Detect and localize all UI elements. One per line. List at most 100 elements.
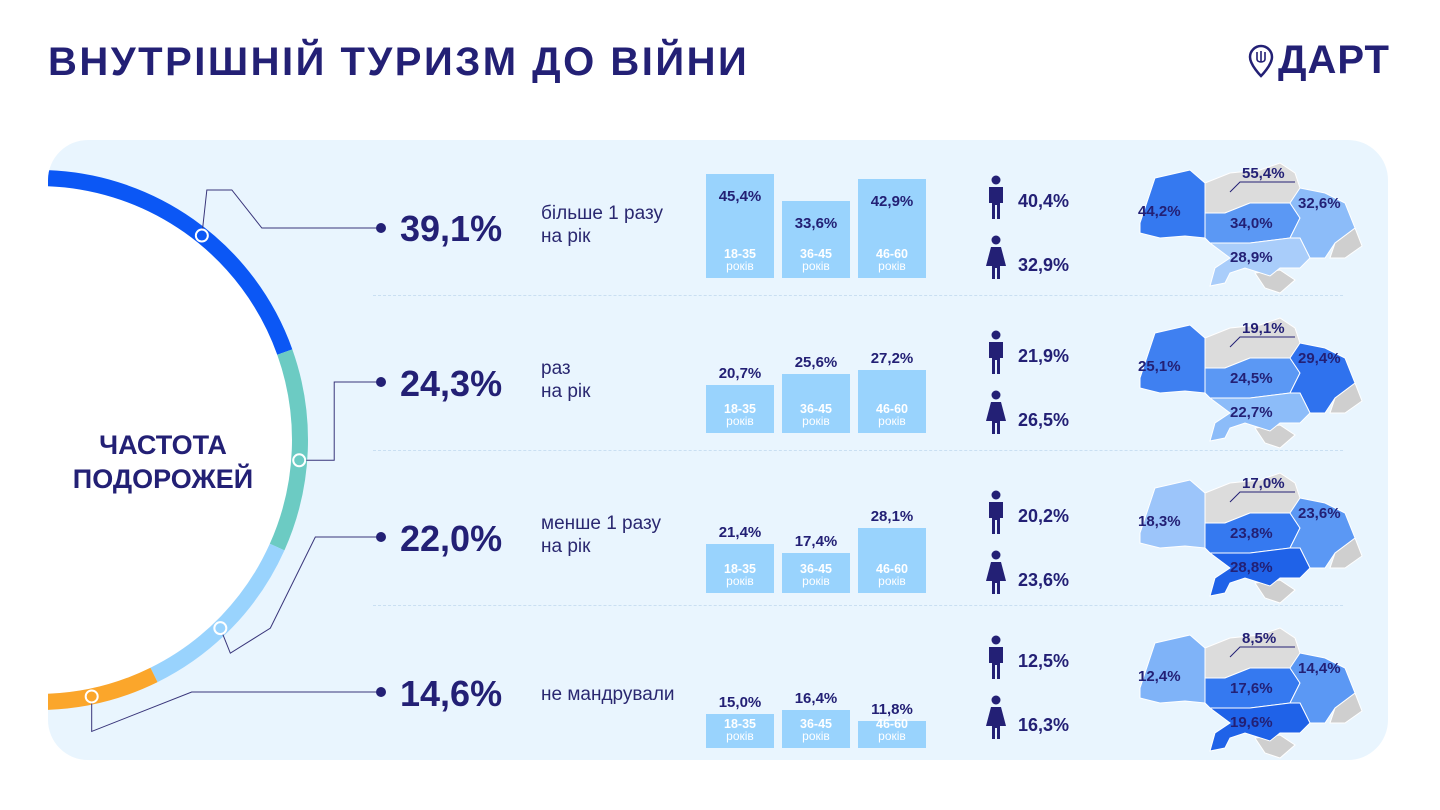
region-south — [1208, 392, 1311, 442]
age-bar — [782, 200, 850, 278]
age-range: 46-60 — [876, 402, 908, 416]
frequency-row: 24,3% раз на рік 20,7% 18-35 років 25,6% 36-45… — [48, 295, 1388, 450]
logo: ДАРТ — [1248, 38, 1390, 83]
region-east — [1289, 497, 1356, 569]
frequency-row: 22,0% менше 1 разу на рік 21,4% 18-35 років 1… — [48, 450, 1388, 605]
female-value: 23,6% — [1018, 570, 1070, 590]
age-bar-value: 27,2% — [870, 350, 914, 368]
female-icon — [984, 695, 1008, 744]
region-value-north: 17,0% — [1242, 475, 1285, 492]
female-icon — [984, 550, 1008, 599]
age-range: 18-35 — [724, 562, 756, 576]
age-unit: років — [726, 729, 754, 743]
age-bar — [782, 552, 850, 593]
frequency-label: не мандрували — [541, 683, 675, 706]
frequency-label: менше 1 разу на рік — [541, 512, 661, 558]
age-bar-value: 45,4% — [718, 187, 762, 205]
frequency-label-line: раз — [541, 358, 571, 379]
frequency-row: 14,6% не мандрували 15,0% 18-35 років 16,4% 3… — [48, 605, 1388, 760]
age-bar-value: 11,8% — [871, 700, 913, 718]
age-group-label: 46-60 років — [858, 248, 926, 272]
region-value-east: 32,6% — [1298, 195, 1341, 212]
donut-label: ЧАСТОТА ПОДОРОЖЕЙ — [58, 428, 268, 496]
donut-marker — [194, 228, 209, 243]
age-bar-value: 42,9% — [870, 193, 914, 211]
region-value-center: 34,0% — [1230, 215, 1273, 232]
age-unit: років — [802, 414, 830, 428]
region-value-east: 14,4% — [1298, 660, 1341, 677]
age-bar-value: 17,4% — [794, 532, 838, 550]
region-value-west: 12,4% — [1138, 668, 1181, 685]
frequency-label: раз на рік — [541, 357, 590, 403]
age-bar — [706, 543, 774, 593]
row-divider — [373, 605, 1343, 606]
region-value-south: 22,7% — [1230, 404, 1273, 421]
row-bullet — [376, 687, 386, 697]
age-unit: років — [878, 414, 906, 428]
age-group-label: 18-35 років — [706, 248, 774, 272]
ukraine-region-map: 18,3% 17,0% 23,8% 23,6% 28,8% — [1138, 472, 1363, 604]
age-group-label: 46-60 років — [858, 563, 926, 587]
connector-line — [201, 189, 378, 236]
donut-marker — [213, 621, 228, 636]
age-bar — [782, 710, 850, 748]
age-bar — [706, 173, 774, 278]
frequency-total: 22,0% — [400, 518, 503, 559]
age-unit: років — [802, 729, 830, 743]
region-value-south: 28,8% — [1230, 559, 1273, 576]
frequency-donut — [48, 170, 386, 733]
region-value-north: 8,5% — [1242, 630, 1276, 647]
connector-line — [91, 691, 378, 733]
region-value-south: 28,9% — [1230, 249, 1273, 266]
region-value-north: 19,1% — [1242, 320, 1285, 337]
age-unit: років — [726, 414, 754, 428]
donut-center — [48, 186, 292, 694]
male-icon — [986, 330, 1006, 379]
region-value-west: 18,3% — [1138, 513, 1181, 530]
donut-slice — [150, 543, 285, 683]
age-bar — [858, 179, 926, 278]
infographic-panel: ЧАСТОТА ПОДОРОЖЕЙ 39,1% більше 1 разу на … — [48, 140, 1388, 760]
ukraine-region-map: 12,4% 8,5% 17,6% 14,4% 19,6% — [1138, 627, 1363, 759]
connector-line — [299, 381, 378, 461]
age-group-label: 36-45 років — [782, 563, 850, 587]
age-bar-value: 28,1% — [870, 508, 914, 526]
frequency-label-line: на рік — [541, 226, 591, 247]
region-value-center: 17,6% — [1230, 680, 1273, 697]
age-unit: років — [878, 574, 906, 588]
age-group-label: 36-45 років — [782, 403, 850, 427]
region-leader-line — [1229, 646, 1295, 658]
frequency-total: 14,6% — [400, 673, 503, 714]
age-bar-value: 25,6% — [794, 354, 838, 372]
age-range: 18-35 — [724, 247, 756, 261]
male-icon — [986, 635, 1006, 684]
age-group-label: 46-60 років — [858, 403, 926, 427]
age-bar-value: 33,6% — [794, 214, 838, 232]
age-group-label: 36-45 років — [782, 718, 850, 742]
age-bar — [858, 528, 926, 593]
row-bullet — [376, 532, 386, 542]
male-value: 20,2% — [1018, 506, 1070, 526]
age-range: 46-60 — [876, 247, 908, 261]
frequency-row: 39,1% більше 1 разу на рік 45,4% 18-35 років… — [48, 140, 1388, 295]
donut-slice — [48, 170, 293, 355]
ukraine-region-map: 44,2% 55,4% 34,0% 32,6% 28,9% — [1138, 162, 1363, 294]
female-icon — [984, 235, 1008, 284]
page-title: ВНУТРІШНІЙ ТУРИЗМ ДО ВІЙНИ — [48, 40, 750, 84]
age-range: 36-45 — [800, 247, 832, 261]
age-range: 46-60 — [876, 562, 908, 576]
age-unit: років — [726, 574, 754, 588]
age-bar-value: 20,7% — [718, 365, 762, 383]
donut-marker — [84, 689, 99, 704]
region-value-south: 19,6% — [1230, 714, 1273, 731]
age-bar-value: 15,0% — [718, 693, 762, 711]
age-unit: років — [726, 259, 754, 273]
age-bar — [706, 385, 774, 433]
age-bar — [858, 370, 926, 433]
logo-text: ДАРТ — [1278, 38, 1390, 82]
region-south — [1208, 237, 1311, 287]
age-range: 18-35 — [724, 402, 756, 416]
age-bar — [858, 720, 926, 748]
age-unit: років — [878, 259, 906, 273]
age-bar — [706, 713, 774, 748]
